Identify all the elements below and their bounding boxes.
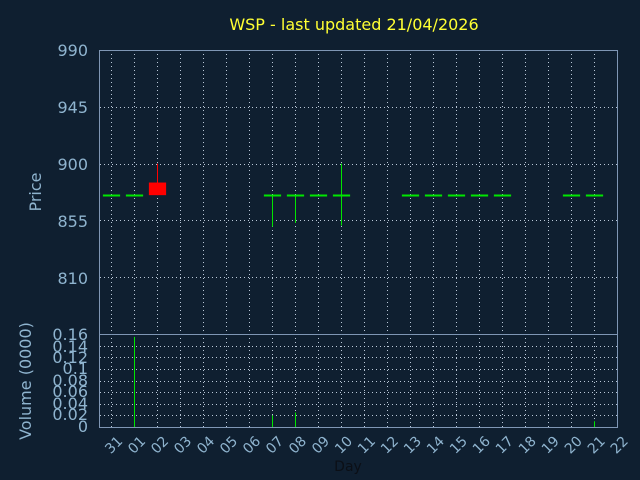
- price-y-tick: 900: [57, 155, 88, 174]
- candle-body: [148, 182, 167, 196]
- price-y-tick: 855: [57, 212, 88, 231]
- x-tick-label: 21: [585, 433, 609, 457]
- chart-title: WSP - last updated 21/04/2026: [229, 15, 478, 34]
- x-tick-label: 31: [102, 433, 126, 457]
- x-axis-label: Day: [334, 459, 362, 475]
- volume-y-ticks: 0.16 0.14 0.12 0.1 0.08 0.06 0.04 0.02 0: [52, 325, 88, 436]
- volume-y-tick: 0.02: [52, 405, 88, 424]
- x-tick-label: 22: [608, 433, 632, 457]
- volume-grid: [100, 334, 618, 428]
- x-tick-label: 10: [332, 433, 356, 457]
- volume-plot-frame: [99, 334, 618, 428]
- x-tick-label: 13: [401, 433, 425, 457]
- volume-y-axis-label: Volume (0000): [16, 322, 35, 440]
- volume-y-tick: 0: [78, 417, 88, 436]
- x-tick-label: 19: [539, 433, 563, 457]
- volume-y-tick: 0.06: [52, 382, 88, 401]
- x-tick-label: 17: [493, 433, 517, 457]
- x-tick-label: 07: [263, 433, 287, 457]
- volume-y-tick: 0.12: [52, 348, 88, 367]
- volume-y-tick: 0.16: [52, 325, 88, 344]
- x-tick-label: 01: [125, 433, 149, 457]
- price-y-tick: 990: [57, 41, 88, 60]
- price-y-tick: 945: [57, 98, 88, 117]
- price-y-ticks: 990 945 900 855 810: [57, 41, 88, 288]
- x-tick-label: 16: [470, 433, 494, 457]
- volume-y-tick: 0.08: [52, 371, 88, 390]
- x-tick-label: 06: [240, 433, 264, 457]
- x-tick-label: 11: [355, 433, 379, 457]
- x-tick-label: 08: [286, 433, 310, 457]
- volume-y-tick: 0.04: [52, 394, 88, 413]
- x-tick-label: 04: [194, 433, 218, 457]
- price-candles: [102, 163, 604, 227]
- x-tick-label: 15: [447, 433, 471, 457]
- price-y-axis-label: Price: [26, 172, 45, 211]
- x-tick-label: 20: [562, 433, 586, 457]
- x-tick-label: 05: [217, 433, 241, 457]
- volume-y-tick: 0.1: [63, 359, 88, 378]
- x-tick-label: 03: [171, 433, 195, 457]
- price-plot-frame: [99, 50, 618, 335]
- x-tick-label: 09: [309, 433, 333, 457]
- x-tick-label: 12: [378, 433, 402, 457]
- x-tick-label: 14: [424, 433, 448, 457]
- volume-bars: [134, 336, 595, 427]
- volume-y-tick: 0.14: [52, 337, 88, 356]
- x-tick-label: 18: [516, 433, 540, 457]
- x-ticks: 31 01 02 03 04 05 06 07 08 09 10 11 12 13 14 15 16 17 18 19…: [102, 433, 631, 457]
- x-tick-label: 02: [148, 433, 172, 457]
- price-grid: [100, 50, 618, 334]
- price-y-tick: 810: [57, 269, 88, 288]
